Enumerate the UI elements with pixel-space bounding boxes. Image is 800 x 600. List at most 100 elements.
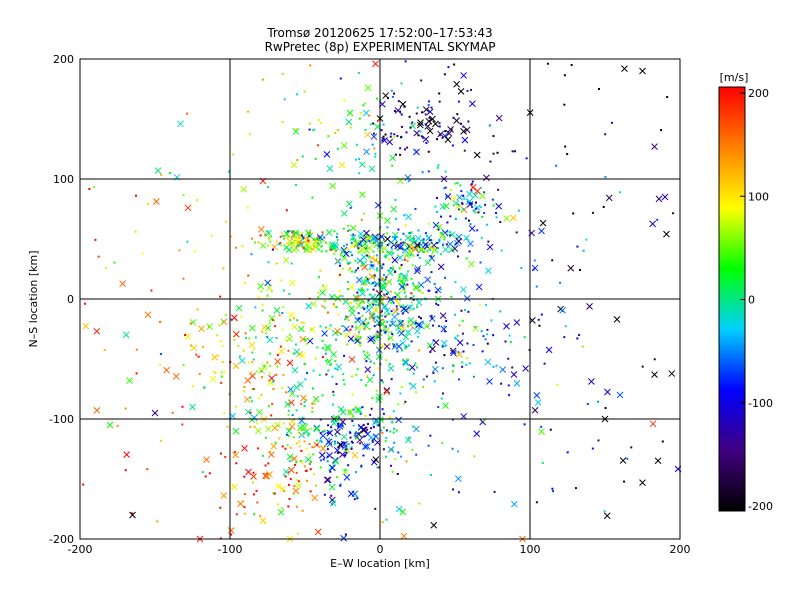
data-point xyxy=(404,174,412,181)
data-point xyxy=(319,238,322,241)
data-point xyxy=(321,305,324,308)
data-point xyxy=(347,280,350,283)
data-point xyxy=(382,239,385,242)
data-point xyxy=(546,62,549,65)
data-point xyxy=(499,366,507,373)
data-point xyxy=(415,306,418,309)
data-point xyxy=(398,283,406,291)
data-point xyxy=(151,409,159,417)
data-point xyxy=(428,116,431,119)
data-point xyxy=(281,445,284,448)
data-point xyxy=(412,284,420,291)
data-point xyxy=(362,300,365,303)
data-point xyxy=(409,305,412,308)
data-point xyxy=(287,349,290,352)
data-point xyxy=(163,366,170,374)
data-point xyxy=(559,306,567,314)
data-point xyxy=(259,234,262,237)
data-point xyxy=(257,241,260,244)
data-point xyxy=(384,359,387,362)
data-point xyxy=(525,157,528,160)
data-point xyxy=(405,436,412,444)
data-point xyxy=(400,385,403,388)
data-point xyxy=(403,251,411,259)
data-point xyxy=(267,244,270,247)
data-point xyxy=(321,231,324,234)
data-point xyxy=(437,130,444,138)
data-point xyxy=(291,244,294,247)
data-point xyxy=(303,322,306,325)
data-point xyxy=(320,245,323,248)
data-point xyxy=(509,341,512,344)
data-point xyxy=(365,306,373,314)
data-point xyxy=(313,128,316,131)
data-point xyxy=(534,399,542,406)
data-point xyxy=(380,129,383,132)
data-point xyxy=(219,295,222,298)
data-point xyxy=(259,242,267,249)
data-point xyxy=(349,328,352,331)
data-point xyxy=(543,362,546,365)
data-point xyxy=(610,121,613,124)
data-point xyxy=(264,464,267,467)
data-point xyxy=(339,483,342,486)
data-point xyxy=(362,212,365,215)
data-point xyxy=(303,248,306,251)
data-point xyxy=(377,424,380,427)
data-point xyxy=(358,161,366,168)
data-point xyxy=(323,151,331,158)
data-point xyxy=(391,470,394,473)
data-point xyxy=(368,293,371,296)
data-point xyxy=(285,433,288,436)
data-point xyxy=(255,489,258,492)
data-point xyxy=(244,408,252,416)
data-point xyxy=(198,372,201,375)
data-point xyxy=(440,215,443,218)
data-point xyxy=(313,403,316,406)
data-point xyxy=(345,200,353,208)
data-point xyxy=(297,240,305,248)
data-point xyxy=(356,436,364,444)
data-point xyxy=(407,344,410,347)
data-point xyxy=(425,235,428,238)
data-point xyxy=(358,410,361,413)
data-point xyxy=(406,324,409,327)
data-point xyxy=(412,307,415,310)
data-point xyxy=(336,129,339,132)
data-point xyxy=(470,88,473,91)
data-point xyxy=(146,468,149,471)
data-point xyxy=(382,241,385,244)
data-point xyxy=(395,305,398,308)
data-point xyxy=(410,277,413,280)
data-point xyxy=(345,243,348,246)
data-point xyxy=(385,276,388,279)
colorbar-tick-label: -100 xyxy=(748,397,773,410)
data-point xyxy=(326,165,334,172)
data-point xyxy=(346,288,349,291)
data-point xyxy=(266,336,274,344)
data-point xyxy=(442,243,445,246)
data-point xyxy=(368,114,371,117)
data-point xyxy=(311,410,314,413)
data-point xyxy=(397,451,400,454)
data-point xyxy=(401,274,409,282)
data-point xyxy=(196,308,199,311)
data-point xyxy=(325,241,328,244)
data-point xyxy=(337,313,340,316)
data-point xyxy=(410,243,413,246)
data-point xyxy=(293,485,296,488)
data-point xyxy=(367,336,374,343)
data-point xyxy=(246,206,249,209)
data-point xyxy=(380,295,383,298)
data-point xyxy=(350,241,353,244)
data-point xyxy=(319,445,327,452)
data-point xyxy=(479,261,482,264)
data-point xyxy=(463,149,466,152)
data-point xyxy=(410,301,413,304)
data-point xyxy=(388,242,391,245)
data-point xyxy=(182,277,185,280)
data-point xyxy=(372,426,375,429)
data-point xyxy=(359,264,362,267)
data-point xyxy=(320,121,323,124)
data-point xyxy=(168,171,171,174)
